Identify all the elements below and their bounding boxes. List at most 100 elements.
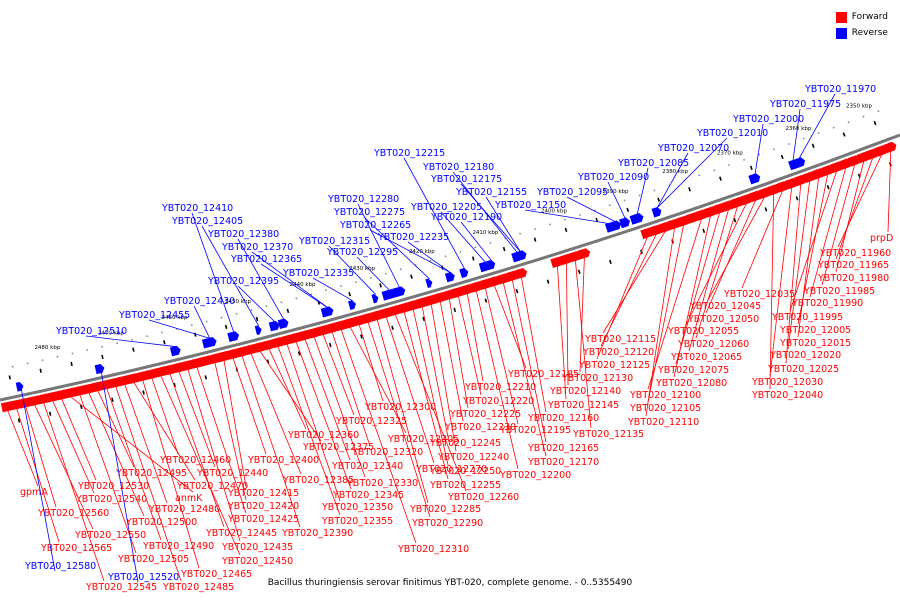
reverse-gene-label: YBT020_12365 bbox=[230, 254, 302, 265]
tick-mark bbox=[702, 228, 706, 234]
scale-dot bbox=[862, 115, 865, 118]
tick-mark bbox=[17, 418, 21, 423]
forward-gene-label: YBT020_12550 bbox=[74, 530, 146, 541]
forward-label-leader bbox=[835, 157, 874, 260]
forward-label-leader bbox=[88, 392, 145, 517]
forward-gene bbox=[676, 215, 690, 228]
forward-label-leader bbox=[178, 371, 216, 468]
forward-label-leader bbox=[785, 184, 802, 364]
forward-gene-label: YBT020_12415 bbox=[227, 488, 299, 499]
forward-gene-label: YBT020_12165 bbox=[527, 443, 599, 454]
forward-label-leader bbox=[579, 257, 585, 373]
scale-dot bbox=[698, 174, 701, 177]
forward-label-leader bbox=[502, 282, 547, 457]
forward-gene-label: YBT020_12100 bbox=[629, 390, 701, 401]
reverse-label-leader bbox=[19, 382, 56, 572]
scale-tick-label: 2450 kbp bbox=[225, 299, 251, 305]
forward-gene bbox=[27, 395, 41, 407]
tick-mark bbox=[193, 332, 197, 337]
forward-label-leader bbox=[115, 386, 182, 582]
reverse-label-leader bbox=[251, 251, 328, 308]
forward-gene-label: YBT020_12140 bbox=[549, 386, 621, 397]
forward-gene-label: YBT020_12390 bbox=[281, 528, 353, 539]
scale-dot bbox=[205, 320, 208, 323]
forward-gene-label: YBT020_12340 bbox=[331, 461, 403, 472]
forward-gene bbox=[424, 294, 437, 307]
reverse-label-leader bbox=[656, 137, 728, 209]
scale-dot bbox=[847, 121, 850, 124]
forward-gene-label: YBT020_12045 bbox=[689, 301, 761, 312]
reverse-gene bbox=[748, 173, 761, 185]
forward-gene bbox=[451, 287, 464, 299]
reverse-label-leader bbox=[312, 277, 353, 302]
forward-gene-label: YBT020_12480 bbox=[148, 504, 220, 515]
forward-gene bbox=[559, 253, 573, 266]
tick-mark bbox=[111, 397, 114, 402]
forward-gene-label: YBT020_12485 bbox=[162, 582, 234, 593]
legend-label-reverse: Reverse bbox=[851, 28, 888, 38]
forward-gene-label: YBT020_12035 bbox=[723, 289, 795, 300]
forward-label-leader bbox=[566, 263, 569, 386]
forward-label-leader bbox=[394, 314, 467, 492]
scale-dot bbox=[161, 331, 163, 334]
forward-gene-label: YBT020_12375 bbox=[302, 442, 374, 453]
forward-gene-label: YBT020_12110 bbox=[627, 417, 699, 428]
reverse-label-leader bbox=[607, 181, 626, 219]
forward-label-leader bbox=[557, 265, 567, 400]
forward-label-leader bbox=[403, 311, 449, 480]
forward-gene bbox=[748, 190, 762, 203]
forward-gene bbox=[36, 393, 50, 405]
reverse-label-leader bbox=[636, 167, 649, 215]
forward-gene-label: YBT020_12425 bbox=[227, 514, 299, 525]
reverse-label-leader bbox=[260, 263, 328, 308]
forward-gene bbox=[63, 387, 77, 399]
forward-gene bbox=[81, 383, 95, 395]
scale-dot bbox=[474, 246, 477, 249]
legend-item-forward: Forward bbox=[835, 9, 888, 25]
reverse-gene-label: YBT020_12010 bbox=[696, 128, 768, 139]
forward-gene-label: YBT020_12135 bbox=[572, 429, 644, 440]
forward-label-leader bbox=[232, 357, 267, 455]
reverse-label-leader bbox=[407, 241, 451, 274]
forward-gene-label: YBT020_11995 bbox=[771, 312, 843, 323]
forward-gene bbox=[757, 187, 771, 200]
forward-label-leader bbox=[250, 353, 302, 475]
forward-gene-label: YBT020_12160 bbox=[527, 413, 599, 424]
tick-mark bbox=[132, 347, 135, 352]
forward-label-leader bbox=[707, 196, 766, 301]
reverse-gene bbox=[512, 250, 527, 262]
reverse-gene bbox=[381, 288, 397, 301]
reverse-gene-label: YBT020_12405 bbox=[171, 216, 243, 227]
forward-gene bbox=[775, 181, 789, 193]
forward-gene-label: YBT020_12195 bbox=[499, 425, 571, 436]
forward-gene bbox=[370, 310, 383, 322]
scale-dot bbox=[564, 218, 566, 221]
forward-label-leader bbox=[439, 301, 464, 422]
forward-label-leader bbox=[313, 336, 366, 478]
forward-label-leader bbox=[160, 375, 241, 556]
forward-label-leader bbox=[52, 400, 95, 494]
forward-gene bbox=[460, 284, 473, 296]
tick-mark bbox=[780, 154, 784, 160]
reverse-gene-label: YBT020_12085 bbox=[617, 158, 689, 169]
tick-mark bbox=[255, 316, 259, 322]
forward-label-leader bbox=[106, 388, 162, 541]
tick-mark bbox=[453, 307, 457, 313]
forward-gene bbox=[397, 302, 410, 314]
reverse-gene-label: YBT020_12520 bbox=[107, 572, 179, 583]
forward-gene-label: YBT020_12105 bbox=[629, 403, 701, 414]
forward-gene-label: YBT020_12145 bbox=[547, 400, 619, 411]
scale-tick-label: 2440 kbp bbox=[290, 282, 316, 288]
reverse-gene bbox=[619, 217, 630, 229]
forward-label-leader bbox=[259, 350, 322, 442]
forward-gene-label: YBT020_12220 bbox=[462, 396, 534, 407]
forward-gene bbox=[694, 209, 708, 221]
tick-mark bbox=[764, 207, 768, 212]
scale-dot bbox=[817, 132, 820, 135]
tick-mark bbox=[297, 351, 301, 356]
forward-label-leader bbox=[647, 224, 684, 403]
forward-gene-label: YBT020_11985 bbox=[803, 286, 875, 297]
forward-gene bbox=[45, 391, 59, 403]
reverse-label-leader bbox=[524, 209, 610, 224]
forward-gene bbox=[766, 184, 780, 196]
